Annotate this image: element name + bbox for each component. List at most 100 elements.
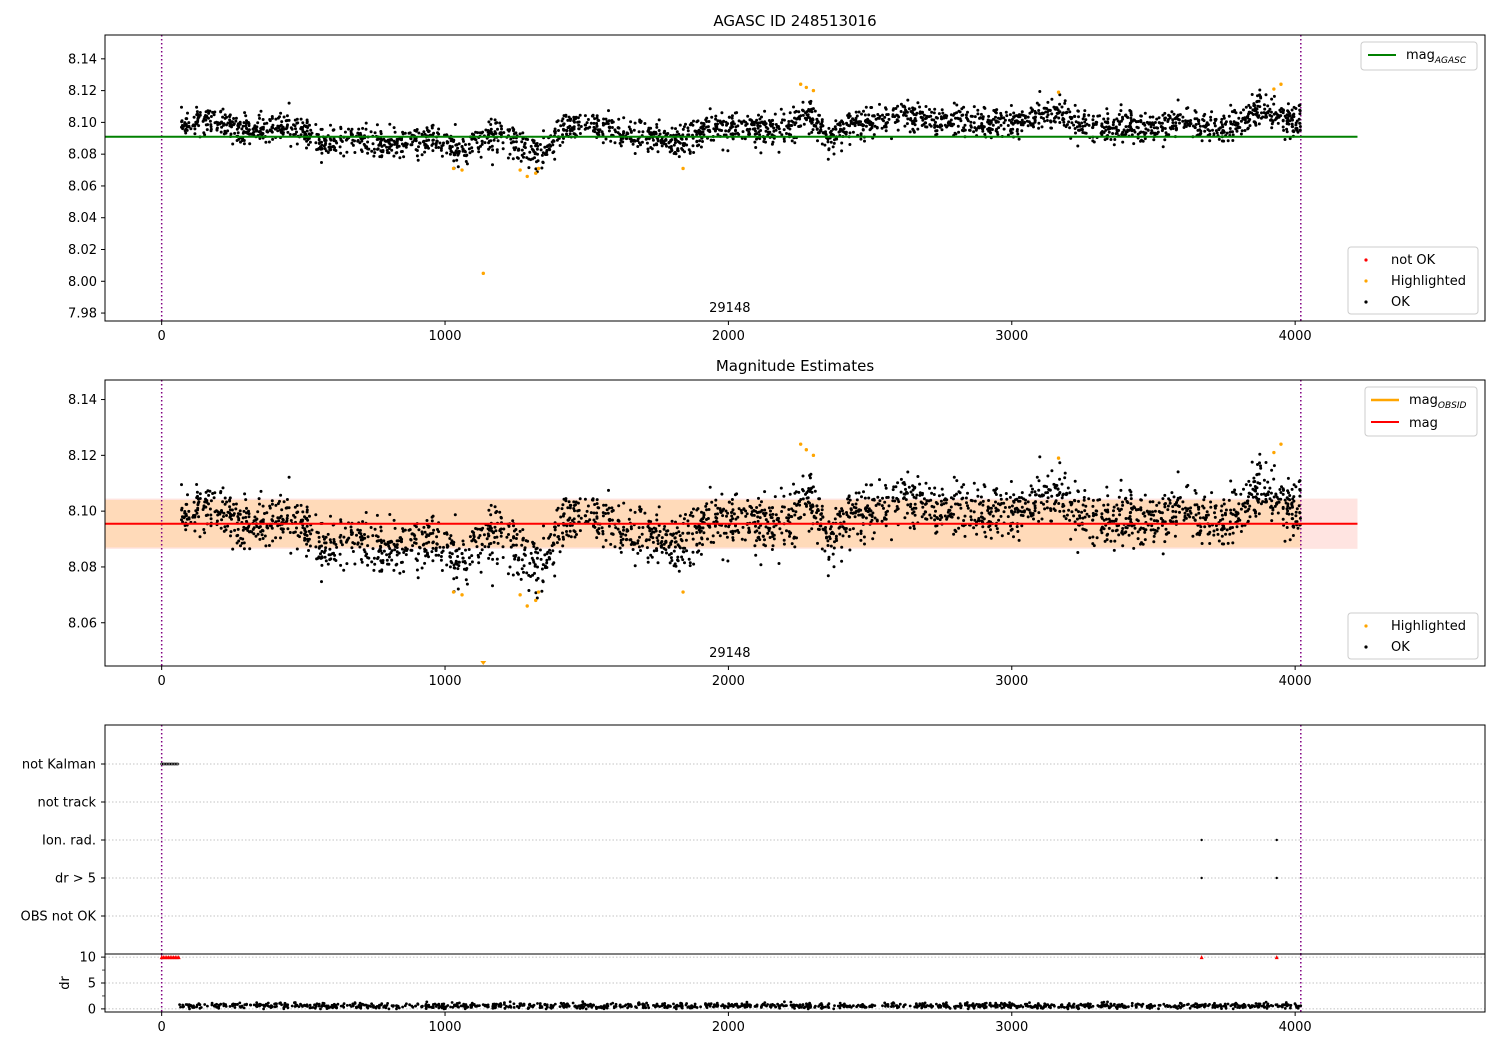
p2-ok-point xyxy=(918,482,922,486)
p2-ok-point xyxy=(535,596,539,600)
p1-ok-point xyxy=(756,124,760,128)
p1-ok-point xyxy=(857,110,861,114)
p2-ok-point xyxy=(1081,527,1085,531)
p1-ok-point xyxy=(244,121,248,125)
p2-ok-point xyxy=(208,507,212,511)
p1-ok-point xyxy=(793,141,797,145)
p2-ok-point xyxy=(963,514,967,518)
p2-ok-point xyxy=(1074,528,1077,532)
p2-ok-point xyxy=(682,550,686,554)
p2-ok-point xyxy=(1288,506,1292,510)
p1-ok-point xyxy=(1290,108,1294,112)
p1-ok-point xyxy=(1248,118,1252,121)
p2-ok-point xyxy=(410,532,414,536)
p2-ok-point xyxy=(933,486,937,490)
p2-ok-point xyxy=(855,498,859,502)
p2-ok-point xyxy=(1152,519,1156,523)
p2-ok-point xyxy=(1258,461,1261,465)
p2-ok-point xyxy=(754,509,757,513)
p2-ok-point xyxy=(305,510,309,514)
p1-ok-point xyxy=(1243,129,1247,132)
p1-ok-point xyxy=(408,131,412,135)
p1-ok-point xyxy=(848,143,852,146)
p2-ok-point xyxy=(535,578,538,582)
p1-ok-point xyxy=(1128,109,1132,112)
p2-ok-point xyxy=(320,580,323,584)
p2-ok-point xyxy=(763,538,766,542)
p2-ok-point xyxy=(445,532,449,536)
p2-ok-point xyxy=(684,513,687,516)
p1-ok-point xyxy=(375,123,379,127)
p1-ok-point xyxy=(757,121,761,125)
p2-ok-point xyxy=(1204,513,1208,517)
p2-ok-point xyxy=(578,529,582,533)
p1-ok-point xyxy=(328,142,332,146)
p2-ok-point xyxy=(289,519,293,522)
p2-ok-point xyxy=(695,542,699,546)
p2-ok-point xyxy=(288,531,292,534)
p1-ok-point xyxy=(1254,123,1258,127)
p1-ok-point xyxy=(1040,112,1044,116)
p1-ok-point xyxy=(375,138,379,141)
p2-ok-point xyxy=(1264,461,1268,464)
p1-ok-point xyxy=(315,132,319,136)
p1-ok-point xyxy=(1006,124,1010,127)
p1-ok-point xyxy=(534,144,538,148)
p1-ok-point xyxy=(338,145,342,149)
p2-ok-point xyxy=(1032,501,1036,505)
p1-ok-point xyxy=(501,141,505,145)
p1-ok-point xyxy=(763,109,767,113)
p1-ok-point xyxy=(388,142,392,146)
p2-ok-point xyxy=(1292,495,1296,499)
p2-ok-point xyxy=(692,507,695,511)
p1-ok-point xyxy=(528,150,532,154)
p1-ok-point xyxy=(957,117,961,121)
p1-ok-point xyxy=(1256,114,1260,118)
p1-ok-point xyxy=(364,121,368,125)
p1-ok-point xyxy=(1242,108,1245,112)
p1-ok-point xyxy=(559,124,563,128)
p2-ok-point xyxy=(1181,500,1185,504)
p1-ok-point xyxy=(452,153,456,157)
p2-ok-point xyxy=(479,570,483,574)
p2-ok-point xyxy=(629,538,633,542)
p1-ok-point xyxy=(956,124,960,128)
p1-ok-point xyxy=(388,122,392,126)
p2-ok-point xyxy=(1114,529,1118,533)
p2-ok-point xyxy=(578,497,582,501)
p2-ok-point xyxy=(700,537,704,541)
p2-ok-point xyxy=(933,518,937,522)
p2-ok-point xyxy=(662,542,666,546)
p2-ok-point xyxy=(851,503,855,507)
p2-ok-point xyxy=(640,532,644,536)
p1-ok-point xyxy=(535,147,539,151)
p1-ok-point xyxy=(1050,126,1053,130)
p1-ok-point xyxy=(277,126,281,130)
p2-ok-point xyxy=(1164,527,1168,531)
p2-ok-point xyxy=(417,528,421,532)
p2-ok-point xyxy=(688,561,692,565)
p2-ok-point xyxy=(420,566,424,570)
p1-ok-point xyxy=(305,129,309,133)
p1-ok-point xyxy=(660,140,664,144)
p2-ok-point xyxy=(522,564,526,568)
p2-ok-point xyxy=(1176,496,1180,500)
p2-ok-point xyxy=(618,546,622,550)
p1-ok-point xyxy=(790,119,794,123)
p1-ok-point xyxy=(1113,138,1117,141)
p1-ok-point xyxy=(551,143,555,147)
p1-ok-point xyxy=(523,146,527,150)
p1-ok-point xyxy=(453,123,457,126)
p1-ok-point xyxy=(702,133,706,137)
p1-ok-point xyxy=(455,151,459,155)
p2-ok-point xyxy=(660,536,664,540)
p2-ok-point xyxy=(435,542,439,546)
p1-ok-point xyxy=(1078,123,1082,127)
p2-ok-point xyxy=(913,513,917,517)
p2-ok-point xyxy=(757,535,761,539)
p2-ok-point xyxy=(1219,509,1223,513)
p1-ok-point xyxy=(364,127,368,131)
p2-ok-point xyxy=(1072,514,1076,518)
p1-ok-point xyxy=(282,115,286,119)
p1-ok-point xyxy=(180,105,183,109)
